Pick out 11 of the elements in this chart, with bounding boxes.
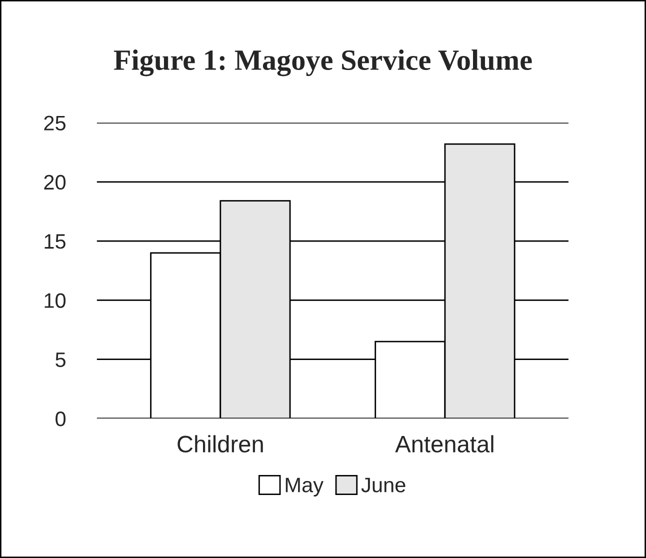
- legend-label: June: [361, 478, 406, 492]
- y-tick-label: 15: [44, 234, 66, 249]
- legend-label: May: [286, 478, 324, 496]
- x-tick-label: Children: [178, 435, 263, 453]
- y-tick-label: 5: [56, 352, 66, 368]
- chart-title: Figure 1: Magoye Service Volume: [114, 50, 532, 76]
- y-tick-label: 0: [56, 412, 66, 426]
- y-tick-label: 25: [44, 116, 66, 131]
- x-tick-label: Antenatal: [395, 435, 494, 453]
- y-tick-label: 20: [44, 174, 66, 190]
- y-tick-label: 10: [44, 293, 66, 308]
